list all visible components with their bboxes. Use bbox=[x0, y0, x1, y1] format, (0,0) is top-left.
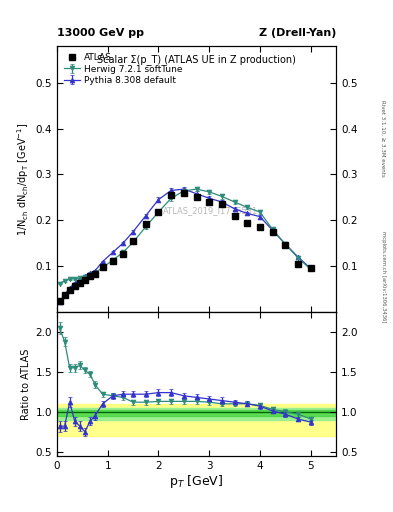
X-axis label: p$_T$ [GeV]: p$_T$ [GeV] bbox=[169, 473, 224, 490]
Text: ATLAS_2019_I1736531: ATLAS_2019_I1736531 bbox=[163, 206, 258, 216]
Bar bbox=[57, 404, 336, 436]
Y-axis label: 1/N$_{\mathsf{ch}}$ dN$_{\mathsf{ch}}$/dp$_\mathsf{T}$ [GeV$^{-1}$]: 1/N$_{\mathsf{ch}}$ dN$_{\mathsf{ch}}$/d… bbox=[16, 122, 31, 236]
Text: Rivet 3.1.10, ≥ 3.3M events: Rivet 3.1.10, ≥ 3.3M events bbox=[381, 100, 386, 177]
Legend: ATLAS, Herwig 7.2.1 softTune, Pythia 8.308 default: ATLAS, Herwig 7.2.1 softTune, Pythia 8.3… bbox=[61, 51, 185, 88]
Bar bbox=[57, 410, 336, 416]
Text: 13000 GeV pp: 13000 GeV pp bbox=[57, 28, 144, 38]
Text: mcplots.cern.ch [arXiv:1306.3436]: mcplots.cern.ch [arXiv:1306.3436] bbox=[381, 231, 386, 322]
Y-axis label: Ratio to ATLAS: Ratio to ATLAS bbox=[21, 348, 31, 419]
Text: Z (Drell-Yan): Z (Drell-Yan) bbox=[259, 28, 336, 38]
Bar bbox=[57, 408, 336, 420]
Text: Scalar Σ(p_T) (ATLAS UE in Z production): Scalar Σ(p_T) (ATLAS UE in Z production) bbox=[97, 54, 296, 65]
